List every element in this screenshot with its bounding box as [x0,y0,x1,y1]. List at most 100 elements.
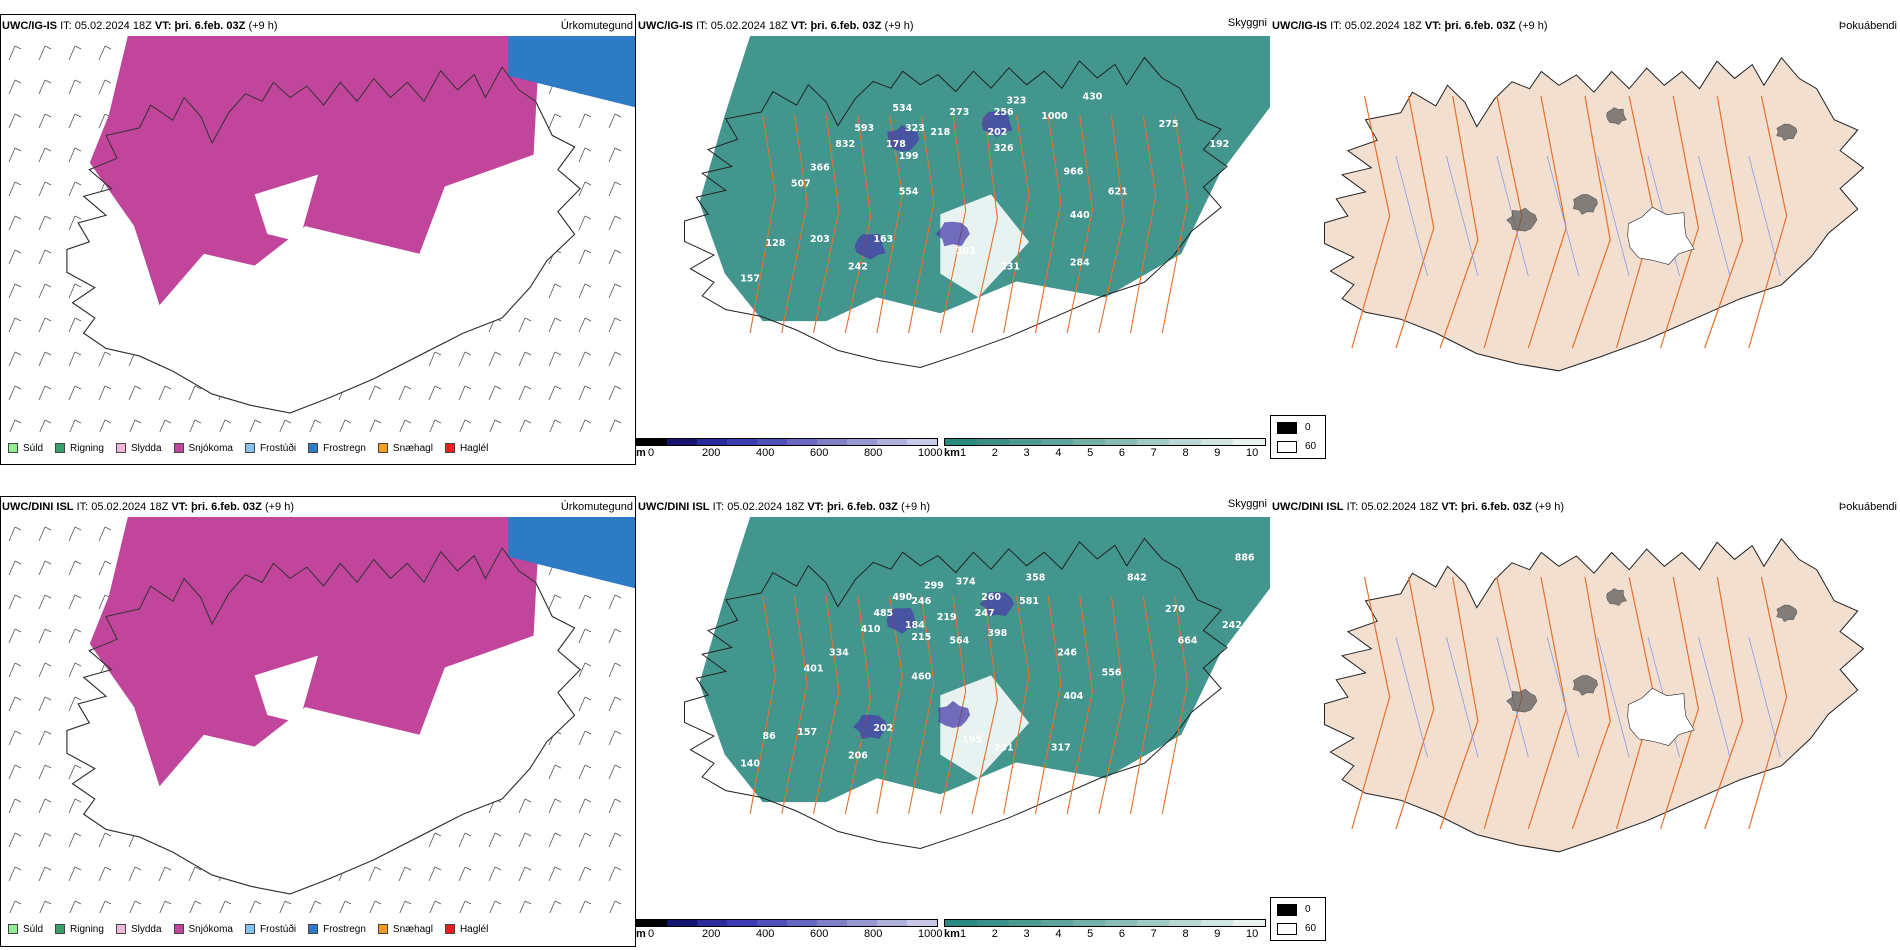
elevation-label: 86 [763,731,777,742]
road-line [971,115,998,334]
low-cloud-base [935,221,970,247]
colorbar-step [787,920,817,926]
colorbar-step [1201,439,1233,445]
colorbar-tick: 0 [648,928,655,940]
river-line [1395,636,1428,758]
panel-header: UWC/DINI ISL IT: 05.02.2024 18Z VT: þri.… [2,501,633,513]
colorbar-step [1169,439,1201,445]
legend-swatch [8,924,18,934]
elevation-label: 554 [899,186,919,197]
dry-gap [254,174,318,242]
elevation-label: 299 [924,580,944,591]
colorbar-tick: 3 [1023,928,1030,940]
lead-time: (+9 h) [264,501,294,513]
low-cloud-base [887,124,920,152]
road-line [1748,576,1788,830]
colorbar-step [667,439,697,445]
legend-swatch [377,924,388,934]
elevation-label: 199 [899,151,919,162]
cloud-base-colorbar: m 0 200 400 600 800 1000 [636,438,942,460]
colorbar-tick: 10 [1246,928,1259,940]
elevation-label: 273 [949,107,969,118]
fog-indicator-patch [1506,207,1538,232]
river-line [1748,155,1781,277]
cloud-base-colorbar: m 0 200 400 600 800 1000 [636,919,942,941]
road-line [1003,115,1030,334]
lead-time: (+9 h) [248,20,278,32]
colorbar-step [907,920,937,926]
colorbar-step [1073,920,1105,926]
colorbar-unit: km [944,447,960,459]
legend-item: Frostúði [244,443,296,454]
fog-indicator-patch [1606,588,1627,606]
freezing-rain-area [508,517,635,589]
colorbar-step [817,920,847,926]
road-line [1066,596,1094,815]
colorbar-strip [944,919,1266,927]
fog-key-swatch [1277,441,1297,453]
road-line [1034,596,1062,815]
elevation-label: 270 [1165,604,1185,615]
elevation-label: 323 [905,123,925,134]
elevation-label: 374 [956,576,976,587]
legend-label: Súld [23,442,44,454]
road-line [1098,596,1125,815]
colorbar-step [697,920,727,926]
legend-item: Snjókoma [173,443,233,454]
elevation-label: 246 [911,596,931,607]
low-visibility-area [699,517,1270,803]
colorbar-tick: 9 [1214,447,1221,459]
legend-item: Rigning [55,924,104,935]
elevation-label: 593 [854,123,874,134]
legend-item: Frostregn [308,924,366,935]
legend-swatch [308,924,319,934]
colorbar-step [667,920,697,926]
valid-time: þri. 6.feb. 03Z [190,501,262,513]
visibility-colorbar: km 1 2 3 4 5 6 7 8 9 10 [944,919,1270,941]
fog-key: 0 60 [1270,415,1326,459]
panel-header: UWC/IG-IS IT: 05.02.2024 18Z VT: þri. 6.… [1272,20,1897,32]
river-line [1597,636,1630,758]
legend-swatch [173,443,184,453]
panel-header: UWC/IG-IS IT: 05.02.2024 18Z VT: þri. 6.… [638,17,1267,32]
fog-indicator-patch [1572,675,1598,696]
colorbar-step [697,439,727,445]
precip-map [1,36,635,432]
road-line [1571,576,1611,830]
road-line [1660,576,1700,830]
colorbar-step [787,439,817,445]
elevation-label: 1000 [1041,111,1068,122]
legend-item: Súld [8,443,43,454]
fog-key: 0 60 [1270,897,1326,941]
low-cloud-base [853,714,888,740]
fog-key-label: 60 [1305,441,1317,452]
elevation-label: 303 [956,246,976,257]
elevation-label: 621 [1108,186,1128,197]
fog-key-swatch [1277,422,1297,434]
low-cloud-base [981,111,1013,137]
clear-gap [940,675,1030,779]
iceland-outline [684,56,1228,369]
colorbar-tick: 600 [810,447,829,459]
snow-area [89,517,540,787]
elevation-label: 485 [873,608,893,619]
panel-header: UWC/IG-IS IT: 05.02.2024 18Z VT: þri. 6.… [2,20,633,32]
elevation-label: 490 [892,592,912,603]
river-line [1395,155,1428,277]
legend-swatch [115,924,126,934]
legend-item: Slydda [115,443,162,454]
legend-swatch [244,443,255,453]
colorbar-tick: 4 [1055,928,1062,940]
colorbar-step [945,439,977,445]
colorbar-tick: 200 [702,928,721,940]
elevation-label: 247 [975,608,995,619]
river-line [1446,155,1479,277]
road-line [1395,576,1435,830]
road-line [971,596,998,815]
elevation-label: 192 [1209,139,1229,150]
valid-time: þri. 6.feb. 03Z [174,20,246,32]
fog-indicator-map [1270,517,1900,917]
elevation-label: 507 [791,178,811,189]
road-line [781,596,808,815]
colorbar-step [877,920,907,926]
